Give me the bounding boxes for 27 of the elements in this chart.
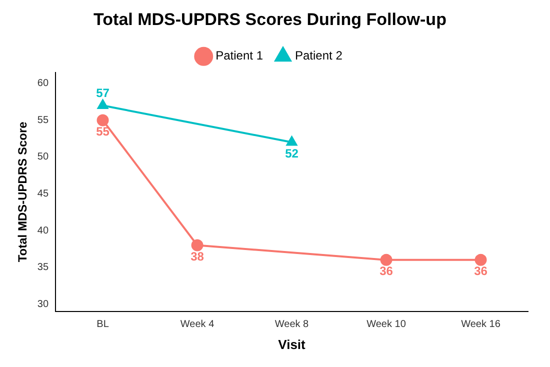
point [380, 254, 392, 266]
y-tick-label: 40 [37, 225, 49, 236]
x-axis-title: Visit [278, 336, 306, 352]
x-tick-label: Week 8 [274, 319, 310, 330]
point [474, 254, 487, 266]
y-tick-label: 50 [37, 152, 49, 163]
y-tick-label: 30 [37, 298, 49, 310]
x-tick-label: Week 10 [366, 319, 406, 330]
legend-label: Patient 1 [216, 48, 264, 63]
x-tick-label: Week 16 [461, 319, 501, 330]
y-axis-title: Total MDS-UPDRS Score [16, 121, 30, 262]
chart-title: Total MDS-UPDRS Scores During Follow-up [94, 10, 446, 29]
data-label: 52 [285, 146, 299, 161]
data-label: 57 [96, 86, 110, 100]
y-tick-label: 55 [37, 114, 49, 126]
data-label: 36 [380, 264, 394, 278]
y-tick-label: 60 [37, 78, 49, 90]
x-tick-label: Week 4 [180, 319, 215, 330]
data-label: 55 [96, 124, 110, 139]
point [191, 239, 204, 252]
point [96, 114, 109, 126]
data-label: 36 [474, 264, 488, 278]
legend-label: Patient 2 [295, 48, 343, 63]
y-tick-label: 45 [37, 188, 49, 200]
y-tick-label: 35 [37, 262, 49, 274]
data-label: 38 [190, 250, 204, 264]
x-tick-label: BL [96, 319, 110, 330]
